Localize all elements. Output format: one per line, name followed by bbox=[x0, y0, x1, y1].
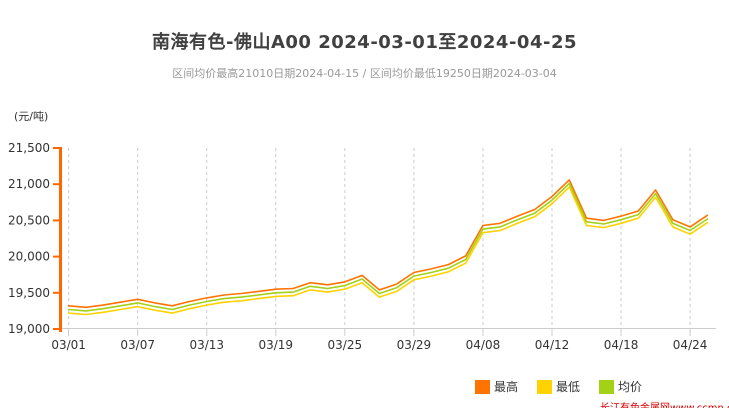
series-line-avg[interactable] bbox=[67, 182, 709, 312]
legend-label-low: 最低 bbox=[556, 380, 581, 394]
legend-label-high: 最高 bbox=[494, 380, 519, 394]
x-tick-label: 04/12 bbox=[535, 338, 570, 352]
chart-title: 南海有色-佛山A00 2024-03-01至2024-04-25 bbox=[152, 32, 577, 53]
legend-item-high[interactable]: 最高 bbox=[475, 378, 518, 395]
x-tick-label: 03/19 bbox=[258, 338, 293, 352]
legend-swatch-low-icon bbox=[537, 379, 553, 394]
x-tick-label: 04/08 bbox=[466, 338, 501, 352]
series-line-low[interactable] bbox=[67, 186, 709, 316]
legend: 最高 最低 均价 bbox=[475, 378, 642, 395]
y-tick-label: 19,500 bbox=[8, 286, 50, 300]
legend-label-avg: 均价 bbox=[618, 380, 643, 394]
legend-swatch-high-icon bbox=[475, 379, 490, 394]
chart-subtitle: 区间均价最高21010日期2024-04-15 / 区间均价最低19250日期2… bbox=[172, 67, 557, 80]
x-tick-label: 03/13 bbox=[189, 338, 224, 352]
x-tick-label: 03/01 bbox=[51, 338, 86, 352]
y-tick-label: 19,000 bbox=[8, 322, 50, 336]
y-tick-label: 20,500 bbox=[8, 213, 50, 227]
series-line-high[interactable] bbox=[67, 179, 709, 309]
y-tick-label: 21,500 bbox=[8, 141, 50, 155]
y-tick-label: 20,000 bbox=[8, 250, 50, 264]
legend-swatch-avg-icon bbox=[599, 379, 615, 394]
legend-item-low[interactable]: 最低 bbox=[537, 378, 580, 395]
x-tick-label: 04/18 bbox=[604, 338, 639, 352]
x-tick-label: 04/24 bbox=[673, 338, 708, 352]
y-axis-unit-label: (元/吨) bbox=[14, 110, 49, 123]
legend-item-avg[interactable]: 均价 bbox=[599, 378, 642, 395]
y-tick-label: 21,000 bbox=[8, 177, 50, 191]
watermark-text: 长江有色金属网www.ccmn.cn bbox=[600, 399, 729, 408]
x-tick-label: 03/29 bbox=[397, 338, 432, 352]
x-tick-label: 03/07 bbox=[120, 338, 155, 352]
x-tick-label: 03/25 bbox=[328, 338, 363, 352]
